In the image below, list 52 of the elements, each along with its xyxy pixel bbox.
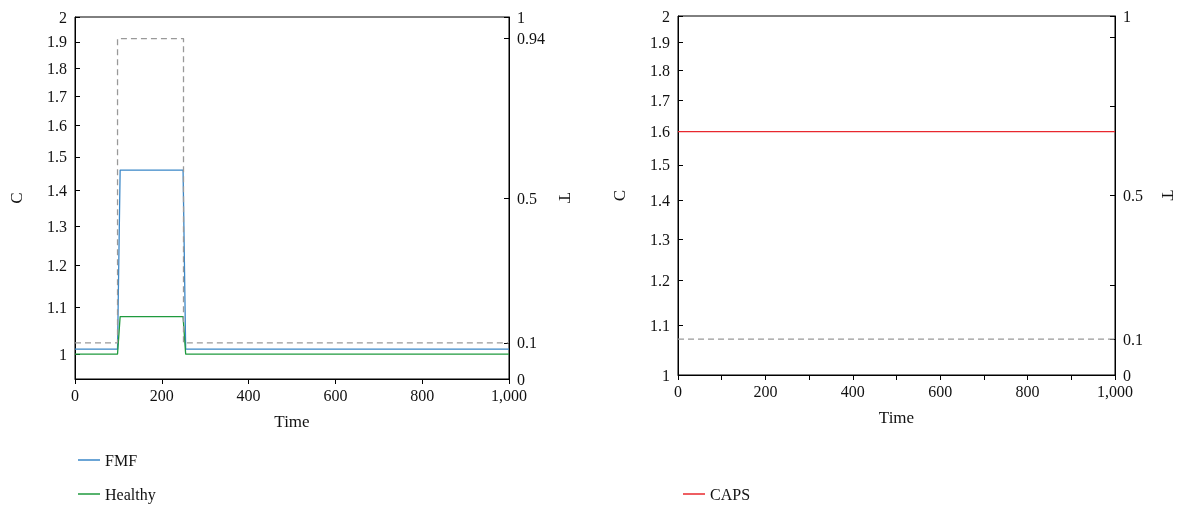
y-tick-label: 1.9 bbox=[47, 33, 67, 51]
y-tick-label: 1.4 bbox=[650, 192, 670, 210]
y-tick-label: 1.2 bbox=[47, 256, 67, 274]
x-tick-label: 400 bbox=[840, 382, 865, 400]
y-tick-label: 1.2 bbox=[650, 272, 670, 290]
y2-tick-label: 0.5 bbox=[517, 189, 537, 207]
y-tick-label: 2 bbox=[662, 7, 670, 25]
x-tick-label: 800 bbox=[1015, 382, 1040, 400]
y2-tick-label: 0.5 bbox=[1123, 187, 1143, 204]
x-axis-title: Time bbox=[878, 408, 915, 427]
legend-label: Healthy bbox=[105, 485, 156, 504]
legend-label: CAPS bbox=[710, 485, 751, 503]
x-tick-label: 200 bbox=[149, 386, 174, 404]
y-tick-label: 1.7 bbox=[650, 91, 670, 109]
y-tick-label: 1.9 bbox=[650, 34, 670, 52]
y-tick-label: 1.1 bbox=[47, 299, 67, 317]
legend-label: FMF bbox=[105, 451, 138, 469]
x-tick-label: 0 bbox=[71, 386, 79, 404]
y2-axis-title: T bbox=[1158, 190, 1177, 202]
x-tick-label: 600 bbox=[323, 386, 348, 404]
y2-tick-label: 1 bbox=[1123, 7, 1131, 25]
x-tick-label: 200 bbox=[753, 382, 778, 400]
y2-tick-label: 0.94 bbox=[517, 30, 545, 48]
y-tick-label: 1.3 bbox=[47, 217, 67, 235]
y-tick-label: 1.3 bbox=[650, 230, 670, 248]
y-tick-label: 1.6 bbox=[47, 117, 67, 135]
y2-tick-label: 0 bbox=[517, 370, 525, 388]
y-tick-label: 1.5 bbox=[47, 148, 67, 166]
y2-tick-label: 0.1 bbox=[1123, 330, 1143, 348]
y-tick-label: 1.1 bbox=[650, 317, 670, 335]
y-axis-title: C bbox=[7, 192, 26, 204]
y2-axis-title: T bbox=[554, 192, 574, 204]
x-tick-label: 0 bbox=[674, 382, 682, 400]
y-tick-label: 1.7 bbox=[47, 87, 67, 105]
y-tick-label: 1 bbox=[59, 345, 67, 363]
y2-tick-label: 1 bbox=[517, 8, 525, 26]
y-tick-label: 1.8 bbox=[650, 62, 670, 80]
y-tick-label: 1.6 bbox=[650, 123, 670, 141]
x-tick-label: 1,000 bbox=[491, 386, 527, 404]
x-tick-label: 600 bbox=[928, 382, 953, 400]
x-tick-label: 400 bbox=[236, 386, 261, 404]
x-tick-label: 1,000 bbox=[1097, 382, 1133, 400]
x-axis-title: Time bbox=[274, 412, 310, 431]
y2-tick-label: 0.1 bbox=[517, 334, 537, 352]
y-tick-label: 1 bbox=[662, 366, 670, 384]
y-tick-label: 1.4 bbox=[47, 181, 67, 199]
y-tick-label: 2 bbox=[59, 8, 67, 26]
y2-tick-label: 0 bbox=[1123, 366, 1131, 384]
y-tick-label: 1.8 bbox=[47, 59, 67, 77]
y-axis-title: C bbox=[610, 189, 629, 202]
x-tick-label: 800 bbox=[410, 386, 435, 404]
y-tick-label: 1.5 bbox=[650, 156, 670, 174]
